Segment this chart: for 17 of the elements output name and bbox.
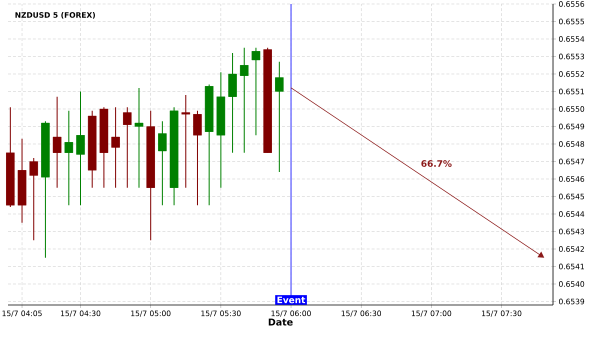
candlestick: [111, 106, 120, 188]
ref-line-label: Event: [278, 296, 306, 304]
candlestick: [158, 120, 167, 206]
candlestick: [29, 158, 38, 241]
x-axis-title: Date: [268, 318, 293, 326]
candlestick: [228, 52, 237, 154]
candlestick: [76, 90, 85, 206]
candlestick: [240, 47, 249, 154]
candlestick: [52, 96, 62, 188]
candlestick: [134, 87, 144, 188]
annotation: 66.7%: [421, 160, 452, 167]
candlestick: [122, 106, 132, 188]
candlestick: [252, 47, 260, 136]
candlestick: [64, 110, 74, 206]
candlestick: [275, 61, 284, 172]
candlestick: [181, 94, 190, 188]
candlestick: [193, 110, 202, 206]
